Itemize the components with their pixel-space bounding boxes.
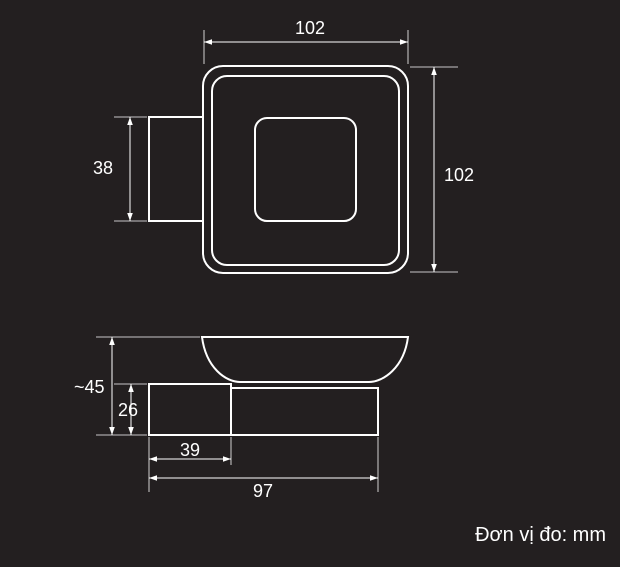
dish-bowl-profile (200, 336, 410, 383)
wall-mount-block-top (148, 116, 203, 222)
arm-block-side (230, 387, 379, 436)
label-mount-height: 38 (93, 158, 113, 178)
dish-inner-rim (211, 75, 400, 266)
unit-label: Đơn vị đo: mm (475, 524, 606, 546)
dish-center-recess (254, 117, 357, 222)
dish-outer-outline (202, 65, 409, 274)
label-right-height: 102 (444, 165, 474, 185)
label-top-width: 102 (295, 18, 325, 38)
label-base-height: 26 (118, 400, 138, 420)
extension-lines (96, 30, 458, 492)
base-block-side (148, 383, 232, 436)
label-base-width: 39 (180, 440, 200, 460)
label-total-height: ~45 (74, 377, 105, 397)
label-total-width: 97 (253, 481, 273, 501)
